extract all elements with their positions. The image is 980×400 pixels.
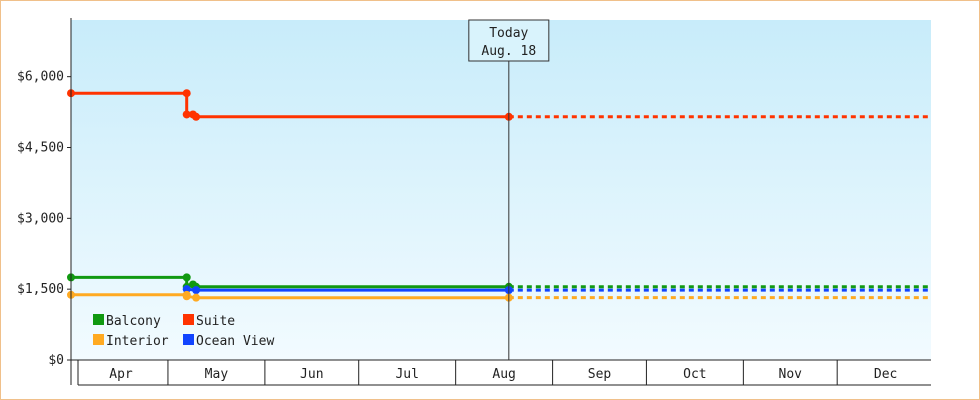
today-callout-box [468,19,550,62]
legend-label-suite: Suite [196,314,235,329]
legend-swatch-suite [183,314,194,325]
series-point-balcony [182,273,191,282]
series-point-interior [192,293,201,302]
y-tick-label: $4,500 [17,141,64,156]
series-point-suite [182,110,191,119]
month-label-nov: Nov [779,367,803,382]
y-tick-label: $3,000 [17,211,64,226]
y-tick-label: $0 [48,353,64,368]
series-point-suite [182,89,191,98]
y-tick-label: $6,000 [17,70,64,85]
series-point-ocean-view [182,285,191,294]
legend-label-ocean-view: Ocean View [196,334,274,349]
series-point-suite [192,112,201,121]
y-tick-label: $1,500 [17,282,64,297]
series-line-ocean-view [186,287,509,292]
legend-label-interior: Interior [106,334,169,349]
month-label-jun: Jun [300,367,323,382]
month-label-dec: Dec [874,367,897,382]
plot-background [71,20,931,360]
today-label: Today [489,26,528,41]
series-point-interior [182,292,191,301]
month-label-may: May [205,367,229,382]
legend-swatch-ocean-view [183,334,194,345]
series-point-ocean-view [192,286,201,295]
legend-label-balcony: Balcony [106,314,161,329]
month-label-jul: Jul [395,367,418,382]
legend-swatch-balcony [93,314,104,325]
month-label-sep: Sep [588,367,612,382]
month-label-aug: Aug [492,367,515,382]
month-label-apr: Apr [109,367,133,382]
legend-swatch-interior [93,334,104,345]
month-label-oct: Oct [683,367,706,382]
today-date-label: Aug. 18 [481,44,536,59]
